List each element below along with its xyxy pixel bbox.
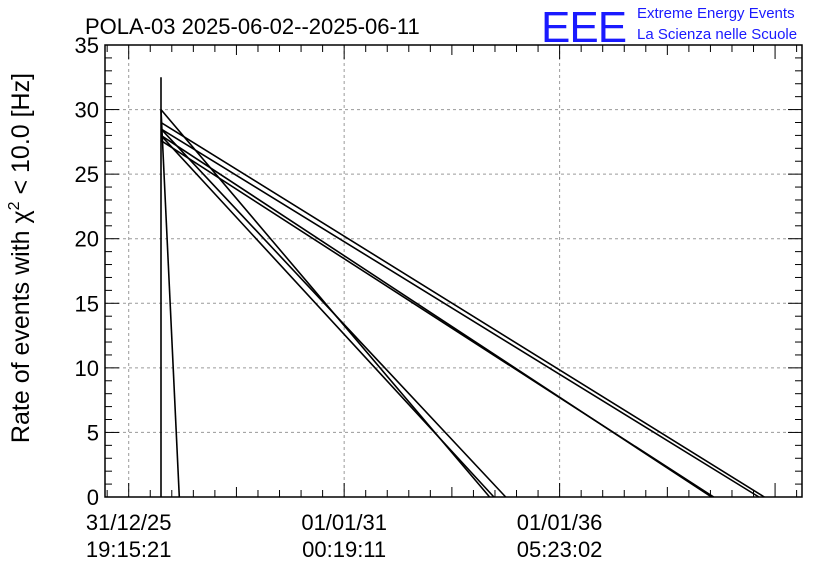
y-tick-label: 15: [75, 291, 99, 316]
x-tick-label-time: 05:23:02: [517, 537, 603, 562]
logo-line-1: Extreme Energy Events: [637, 5, 795, 22]
y-tick-label: 5: [87, 420, 99, 445]
y-tick-label: 10: [75, 356, 99, 381]
y-tick-label: 20: [75, 227, 99, 252]
y-tick-label: 35: [75, 33, 99, 58]
data-lines: [160, 77, 765, 498]
grid: [105, 44, 802, 497]
x-tick-label-date: 01/01/36: [517, 510, 603, 535]
series-line-9: [160, 139, 715, 498]
logo-mark: EEE: [541, 3, 626, 52]
plot-frame: [104, 44, 803, 498]
series-line-6: [160, 121, 765, 498]
series-line-7: [160, 128, 760, 498]
eee-logo: EEE Extreme Energy Events La Scienza nel…: [541, 3, 797, 52]
y-tick-label: 25: [75, 162, 99, 187]
x-tick-label-time: 00:19:11: [302, 537, 386, 562]
x-tick-label-time: 19:15:21: [86, 537, 172, 562]
series-line-2: [160, 109, 181, 498]
y-tick-label: 0: [87, 485, 99, 510]
x-tick-label-date: 31/12/25: [86, 510, 172, 535]
x-tick-label-date: 01/01/31: [301, 510, 387, 535]
series-line-5: [160, 134, 495, 498]
series-line-4: [160, 128, 507, 498]
y-tick-label: 30: [75, 98, 99, 123]
y-axis-label: Rate of events with χ2 < 10.0 [Hz]: [6, 73, 35, 443]
logo-line-2: La Scienza nelle Scuole: [637, 26, 797, 43]
chart-title: POLA-03 2025-06-02--2025-06-11: [85, 14, 420, 39]
